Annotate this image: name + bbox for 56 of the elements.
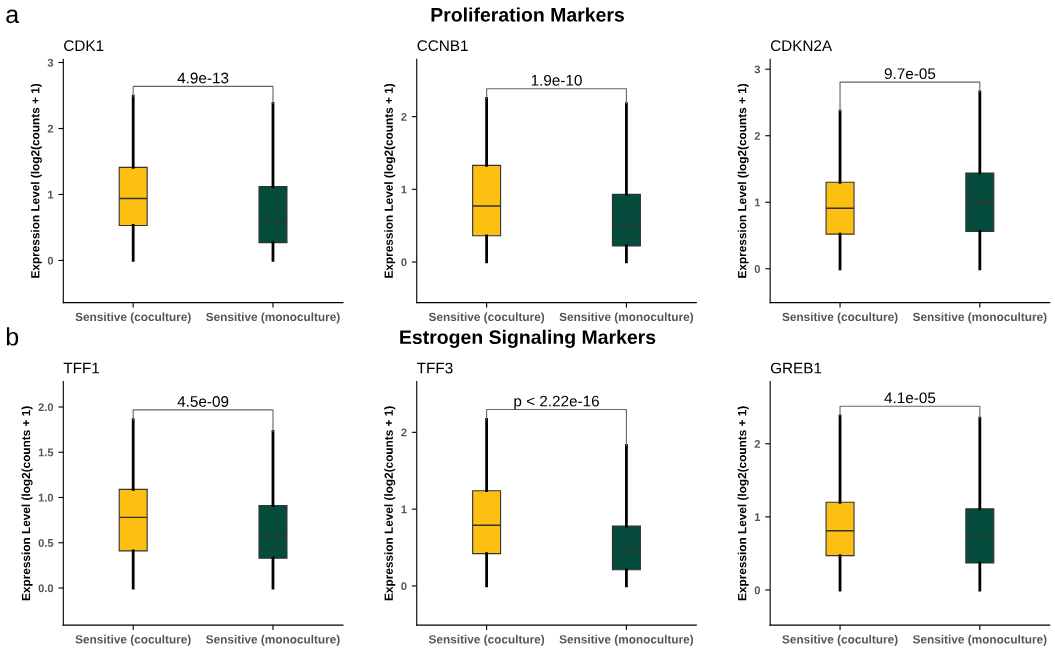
chart-title: CDKN2A: [770, 40, 833, 52]
y-tick-label: 2.0: [38, 403, 54, 412]
y-tick-label: 1.5: [38, 448, 54, 457]
text: b: [6, 327, 19, 346]
y-tick-label: 0: [401, 258, 407, 267]
y-tick-label: 2: [401, 428, 407, 437]
y-axis-title: Expression Level (log2(counts + 1): [384, 406, 396, 601]
y-axis-title: Expression Level (log2(counts + 1): [737, 83, 749, 278]
y-axis-title: Expression Level (log2(counts + 1): [737, 406, 749, 601]
y-tick-label: 0: [401, 582, 407, 591]
y-tick-label: 3: [47, 58, 54, 67]
annotation: 4.5e-09: [177, 396, 229, 407]
text: Estrogen Signaling Markers: [400, 329, 656, 348]
annotation: 4.9e-13: [177, 72, 229, 84]
x-tick-label: Sensitive (monoculture): [912, 634, 1047, 646]
x-tick-label: Sensitive (monoculture): [559, 312, 694, 324]
x-tick-label: Sensitive (coculture): [782, 312, 898, 324]
text: a: [6, 9, 20, 24]
chart-title: TFF3: [417, 362, 453, 374]
x-tick-label: Sensitive (monoculture): [559, 634, 694, 646]
y-tick-label: 1.0: [38, 493, 54, 502]
x-tick-label: Sensitive (coculture): [428, 312, 545, 324]
y-tick-label: 0: [754, 265, 760, 273]
y-tick-label: 1: [754, 198, 761, 207]
y-tick-label: 2: [754, 131, 760, 140]
chart-title: CDK1: [64, 40, 104, 52]
y-axis-title: Expression Level (log2(counts + 1): [30, 83, 42, 278]
y-tick-label: 3: [754, 65, 761, 74]
chart-title: TFF1: [63, 362, 100, 374]
x-tick-label: Sensitive (coculture): [75, 634, 191, 646]
chart-title: GREB1: [770, 362, 822, 374]
x-tick-label: Sensitive (coculture): [75, 312, 191, 324]
x-tick-label: Sensitive (coculture): [782, 634, 898, 646]
y-axis-title: Expression Level (log2(counts + 1): [384, 83, 396, 278]
x-tick-label: Sensitive (monoculture): [912, 312, 1047, 324]
x-tick-label: Sensitive (monoculture): [206, 634, 340, 646]
text: Proliferation Markers: [431, 7, 624, 22]
y-tick-label: 2: [754, 440, 760, 448]
annotation: p < 2.22e-16: [514, 395, 599, 410]
annotation: 4.1e-05: [884, 392, 936, 404]
x-tick-label: Sensitive (monoculture): [206, 312, 340, 324]
y-tick-label: 0: [754, 586, 760, 595]
y-tick-label: 0: [47, 256, 54, 265]
y-tick-label: 2: [47, 124, 54, 133]
y-tick-label: 0.0: [38, 584, 54, 593]
y-tick-label: 1: [401, 505, 407, 514]
x-tick-label: Sensitive (coculture): [428, 634, 545, 646]
y-tick-label: 2: [401, 112, 407, 121]
y-tick-label: 1: [754, 513, 761, 521]
chart-title: CCNB1: [417, 40, 468, 52]
y-axis-title: Expression Level (log2(counts + 1): [21, 406, 33, 601]
y-tick-label: 1: [48, 190, 54, 199]
annotation: 1.9e-10: [531, 74, 582, 86]
annotation: 9.7e-05: [884, 68, 936, 80]
y-tick-label: 0.5: [38, 539, 54, 547]
y-tick-label: 1: [401, 185, 407, 194]
